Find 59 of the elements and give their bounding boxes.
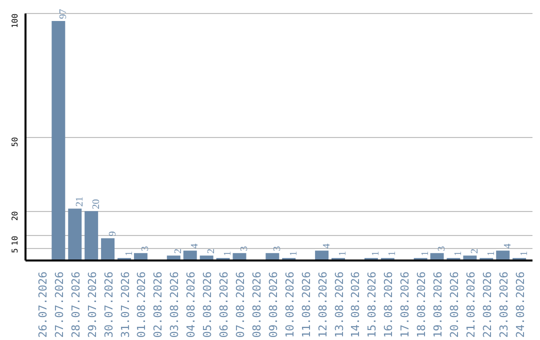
- x-tick-label: 17.08.2026: [398, 271, 412, 338]
- x-tick-label: 13.08.2026: [332, 271, 346, 338]
- x-tick-label: 21.08.2026: [464, 271, 478, 338]
- x-tick-label: 22.08.2026: [480, 271, 494, 338]
- data-label: 1: [387, 251, 398, 256]
- data-label: 1: [338, 251, 349, 256]
- data-label: 3: [238, 246, 250, 252]
- x-tick-label: 07.08.2026: [234, 271, 247, 338]
- x-tick-label: 08.08.2026: [250, 271, 264, 338]
- x-tick-label: 20.08.2026: [448, 271, 461, 338]
- data-label: 9: [107, 231, 118, 236]
- data-label: 1: [370, 251, 382, 256]
- x-tick-label: 19.08.2026: [432, 271, 445, 338]
- data-label: 21: [74, 196, 86, 207]
- data-label: 1: [222, 251, 234, 256]
- x-tick-label: 30.07.2026: [102, 271, 116, 338]
- data-label: 1: [518, 251, 530, 256]
- x-tick-label: 09.08.2026: [266, 271, 280, 338]
- data-label: 97: [58, 9, 69, 20]
- x-tick-label: 26.07.2026: [36, 271, 50, 338]
- x-tick-label: 03.08.2026: [168, 271, 182, 338]
- y-tick-label: 100: [10, 13, 20, 28]
- data-label: 2: [173, 248, 184, 254]
- x-tick-label: 12.08.2026: [316, 271, 330, 338]
- x-tick-label: 14.08.2026: [349, 271, 362, 338]
- data-label: 3: [140, 246, 152, 252]
- y-tick-label: 10: [10, 236, 20, 246]
- x-tick-label: 28.07.2026: [69, 271, 82, 338]
- data-label: 20: [90, 199, 102, 210]
- x-tick-label: 01.08.2026: [135, 271, 148, 338]
- data-label: 2: [206, 248, 218, 254]
- y-tick-label: 50: [10, 136, 20, 147]
- x-tick-label: 02.08.2026: [152, 271, 165, 338]
- data-label: 4: [321, 244, 332, 249]
- data-label: 2: [469, 248, 480, 254]
- data-label: 1: [124, 251, 135, 256]
- data-label: 4: [502, 244, 514, 249]
- y-tick-label: 5: [10, 248, 20, 253]
- x-tick-label: 23.08.2026: [497, 271, 510, 338]
- x-tick-label: 27.07.2026: [52, 271, 66, 338]
- x-tick-label: 11.08.2026: [300, 271, 313, 338]
- y-tick-label: 20: [10, 210, 20, 221]
- x-tick-label: 05.08.2026: [201, 271, 214, 338]
- x-tick-label: 10.08.2026: [283, 271, 296, 338]
- data-label: 1: [452, 251, 464, 256]
- data-label: 1: [288, 251, 300, 256]
- x-tick-label: 31.07.2026: [118, 271, 132, 338]
- x-tick-label: 29.07.2026: [86, 271, 99, 338]
- data-label: 3: [436, 246, 448, 252]
- x-tick-label: 18.08.2026: [415, 271, 428, 338]
- x-tick-label: 16.08.2026: [382, 271, 396, 338]
- data-label: 1: [486, 251, 497, 256]
- x-tick-label: 24.08.2026: [514, 271, 527, 338]
- data-label: 1: [420, 251, 432, 256]
- x-tick-label: 06.08.2026: [218, 271, 231, 338]
- data-label: 4: [190, 244, 201, 249]
- x-tick-label: 04.08.2026: [184, 271, 198, 338]
- data-label: 3: [272, 246, 283, 252]
- x-tick-label: 15.08.2026: [366, 271, 379, 338]
